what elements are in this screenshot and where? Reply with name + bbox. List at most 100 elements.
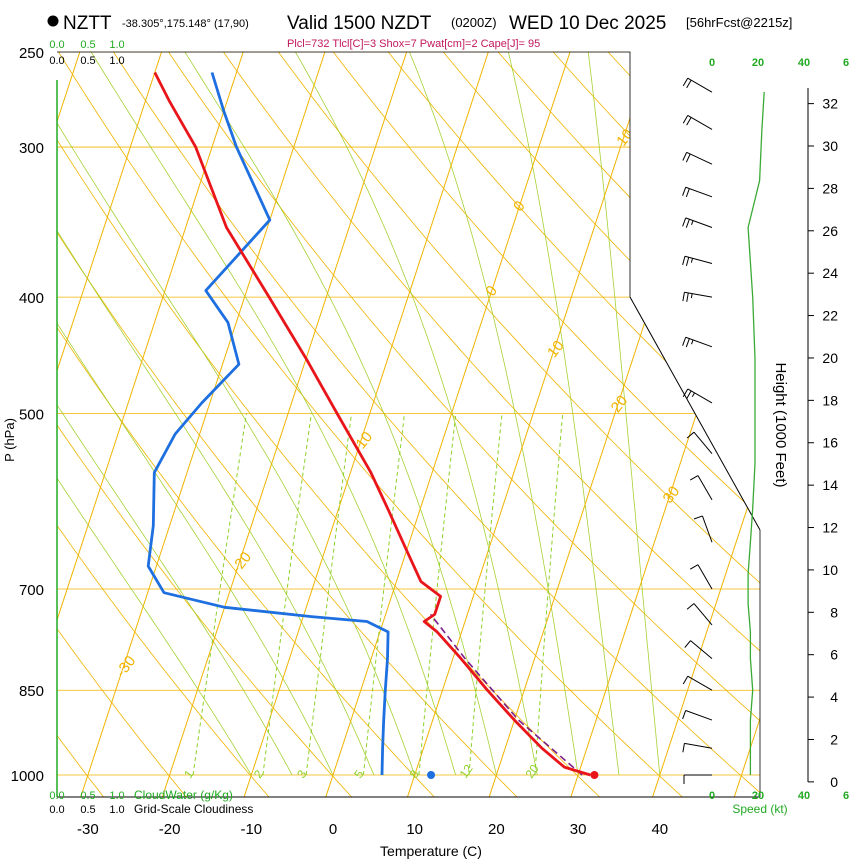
wind-barb-half-flag [690,258,694,263]
cloud-water-scale-top: 0.0 [49,39,64,51]
wind-barb-staff [687,114,713,130]
wind-barb-flag [689,564,699,570]
isotherm-label: 10 [613,126,637,150]
station-coords: -38.305°,175.148° (17,90) [122,18,249,30]
wind-barb-half-flag [691,220,694,225]
wind-barb-staff [687,77,713,93]
speed-scale-bottom: 20 [752,790,764,802]
dry-adiabat-line [57,52,273,797]
wind-barb [682,710,713,721]
height-tick-label: 24 [822,265,838,281]
wind-barb-staff [685,186,713,198]
profiles [146,71,599,779]
cloudiness-scale-bottom: 0.5 [80,804,95,816]
mixing-ratio-line [534,413,564,776]
parcel-path [429,613,583,776]
height-tick-label: 20 [822,350,838,366]
wind-barb [682,255,713,267]
speed-label: Speed (kt) [732,802,787,816]
wind-barb [682,388,713,404]
wind-barb-staff [701,515,713,543]
isotherm-line [650,52,760,797]
wind-barb-flag [682,337,687,346]
isotherm-line [0,31,5,801]
temperature-tick-label: -10 [240,821,262,838]
height-tick-label: 14 [822,477,838,493]
mixing-ratio-label: 1 [181,767,196,781]
wind-barb-flag [686,431,695,439]
stability-indices: Plcl=732 Tlcl[C]=3 Shox=7 Pwat[cm]=2 Cap… [287,38,540,50]
wind-barb-flag [682,256,686,266]
dry-adiabat-line [99,52,760,797]
wind-barb [682,291,713,302]
height-tick-label: 12 [822,520,838,536]
mixing-ratio-label: 8 [407,767,422,781]
dry-adiabat-line [208,52,760,797]
temperature-tick-label: 20 [488,821,505,838]
dry-adiabat-line [153,52,760,797]
wind-barb-staff [693,603,713,626]
temperature-tick-label: 10 [406,821,423,838]
wind-barb [686,603,713,626]
wind-barb-flag [686,603,695,610]
wind-barb-staff [687,388,713,404]
cloud-water-scale-bottom: 1.0 [109,790,124,802]
wind-barb [683,774,712,784]
mixing-ratio-label: 5 [351,767,366,781]
wind-barb-staff [684,742,713,749]
mixing-ratio-line [468,413,503,776]
pressure-tick-label: 1000 [11,768,44,785]
wind-barb-staff [684,255,713,264]
y-axis-title: P (hPa) [2,418,17,462]
isotherm-line [242,52,496,797]
wind-barb-staff [685,217,713,228]
speed-scale-top: 20 [752,57,764,69]
wind-barb [689,564,713,590]
speed-scale-bottom: 40 [798,790,810,802]
moist-adiabat-line [586,52,661,776]
cloud-water-label: CloudWater (g/Kg) [134,788,233,802]
dewpoint-line [146,72,390,776]
wind-barb-flag [693,515,703,520]
mixing-ratio-line [362,413,405,776]
wind-barb [682,742,713,753]
speed-scale-bottom: 6 [843,790,849,802]
wind-barb [682,151,713,165]
pressure-tick-label: 500 [19,407,44,424]
speed-scale-top: 6 [843,57,849,69]
surface-temperature-point [590,771,599,779]
height-tick-label: 8 [830,604,838,620]
height-tick-label: 30 [822,138,838,154]
cloud-water-scale-top: 1.0 [109,39,124,51]
plot-frame [56,51,761,798]
wind-barb-flag [685,338,690,348]
isotherm-line [57,52,251,797]
pressure-tick-label: 850 [19,683,44,700]
wind-barb-flag [686,79,692,89]
isotherm-label: 0 [510,198,529,215]
speed-scale-top: 40 [798,57,810,69]
wind-barb [682,336,713,348]
dry-adiabat-line [642,52,760,797]
wind-barb-flag [686,292,689,302]
frame-top [57,51,631,297]
dry-adiabat-line [57,52,438,797]
x-axis-title: Temperature (C) [380,843,482,859]
forecast-run: [56hrFcst@2215z] [686,15,792,30]
wind-speed-line [747,92,765,775]
dry-adiabat-line [262,52,760,797]
temperature-tick-label: -30 [77,821,99,838]
dry-adiabat-line [57,52,190,797]
cloudiness-scale-bottom: 0.0 [49,804,64,816]
moist-adiabat-line [84,52,456,776]
wind-barb-flag [685,257,690,267]
moist-adiabat-line [177,52,497,776]
height-tick-label: 22 [822,308,838,324]
isotherm-label: -30 [113,653,140,681]
moist-adiabat-line [57,52,416,776]
wind-barb [682,186,713,198]
legend: 0.0 0.0 0.0 0.0 0.5 0.5 0.5 0.5 1.0 1.0 1.0 1.0 Clou… [49,39,253,816]
cloudiness-scale-bottom: 1.0 [109,804,124,816]
wind-barb-staff [697,475,713,501]
temperature-tick-label: -20 [159,821,181,838]
